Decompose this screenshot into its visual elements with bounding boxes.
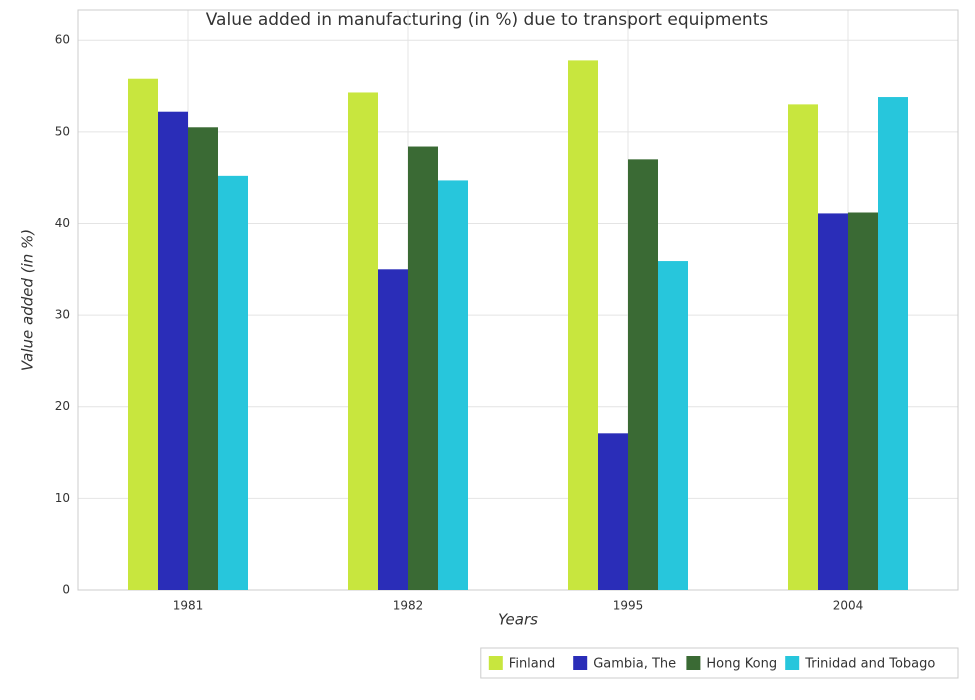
legend-swatch xyxy=(573,656,588,670)
bar xyxy=(378,269,408,590)
bar xyxy=(568,60,598,590)
x-tick-label: 2004 xyxy=(833,599,864,613)
x-tick-label: 1982 xyxy=(393,599,424,613)
bar xyxy=(628,159,658,590)
bar xyxy=(438,180,468,590)
bar xyxy=(218,175,248,590)
legend-label: Finland xyxy=(509,657,555,672)
x-tick-label: 1995 xyxy=(613,599,644,613)
legend-label: Hong Kong xyxy=(706,657,777,672)
y-tick-label: 30 xyxy=(55,308,70,322)
x-tick-label: 1981 xyxy=(173,599,204,613)
bar xyxy=(658,261,688,590)
legend-label: Gambia, The xyxy=(593,657,676,672)
bar xyxy=(848,212,878,591)
bar xyxy=(598,433,628,590)
legend-label: Trinidad and Tobago xyxy=(804,657,935,672)
y-tick-label: 40 xyxy=(55,216,70,230)
bar xyxy=(348,92,378,591)
legend-box xyxy=(480,647,959,679)
legend-swatch xyxy=(686,656,701,670)
legend-swatch xyxy=(785,656,800,670)
bar xyxy=(408,146,438,591)
bar xyxy=(878,97,908,591)
y-tick-label: 10 xyxy=(55,491,70,505)
chart-title: Value added in manufacturing (in %) due … xyxy=(206,10,769,30)
bar xyxy=(128,78,158,590)
y-tick-label: 0 xyxy=(62,583,70,597)
bar xyxy=(158,111,188,590)
bar xyxy=(818,213,848,590)
bar xyxy=(188,127,218,591)
y-tick-label: 20 xyxy=(55,399,70,413)
legend-swatch xyxy=(488,656,503,670)
plot-frame xyxy=(77,9,959,591)
bar xyxy=(788,104,818,591)
y-axis-label: Value added (in %) xyxy=(19,229,37,371)
y-tick-label: 60 xyxy=(55,33,70,47)
x-axis-label: Years xyxy=(498,611,538,629)
y-tick-label: 50 xyxy=(55,124,70,138)
